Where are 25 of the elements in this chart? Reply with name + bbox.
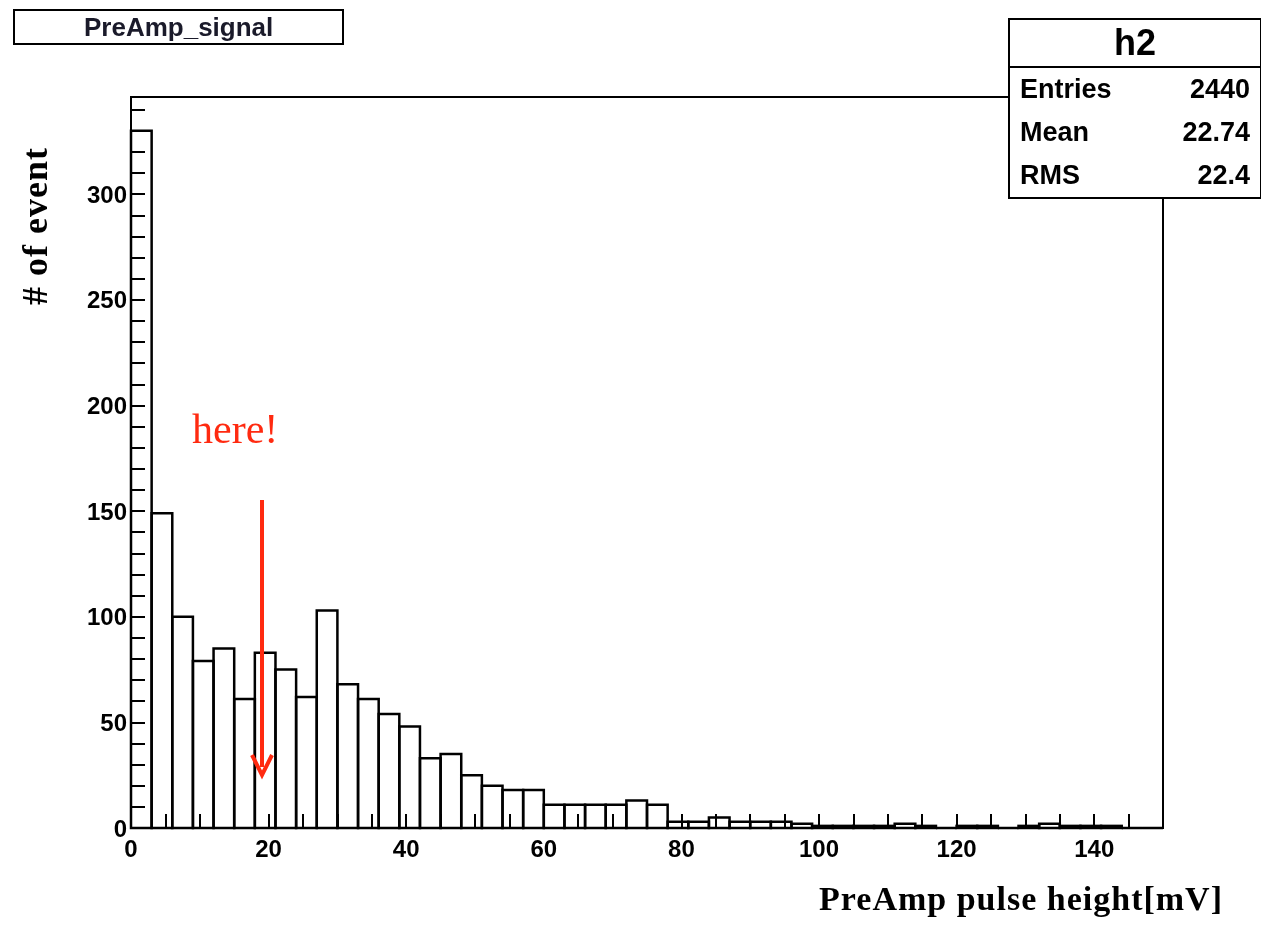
annotation: RMS [1020, 160, 1080, 191]
x-tick-label: 120 [936, 834, 977, 862]
x-tick-label: 80 [668, 834, 695, 862]
annotation: Mean [1020, 117, 1090, 148]
x-tick-label: 20 [255, 834, 282, 862]
text: 22.74 [1182, 117, 1250, 148]
y-tick-label: 100 [86, 603, 127, 631]
y-axis-title: # of event [14, 146, 56, 307]
text: 2440 [1189, 74, 1250, 105]
chart-title: PreAmp_signal [84, 12, 274, 42]
x-tick-label: 60 [530, 834, 558, 862]
y-tick-label: 300 [86, 180, 127, 208]
x-tick-label: 100 [798, 834, 840, 862]
annotation: Entries [1020, 74, 1112, 105]
x-axis-title: PreAmp pulse height[mV] [819, 880, 1223, 918]
y-tick-label: 150 [86, 497, 127, 525]
text: 22.4 [1197, 160, 1250, 191]
x-tick-label: 140 [1074, 834, 1115, 862]
y-tick-label: 0 [113, 814, 127, 842]
text: h2 [1010, 20, 1260, 68]
y-tick-label: 200 [86, 391, 127, 419]
y-tick-label: 250 [86, 286, 127, 314]
y-tick-label: 50 [100, 708, 127, 736]
x-tick-label: 40 [392, 834, 420, 862]
annotation: here! [192, 405, 279, 453]
